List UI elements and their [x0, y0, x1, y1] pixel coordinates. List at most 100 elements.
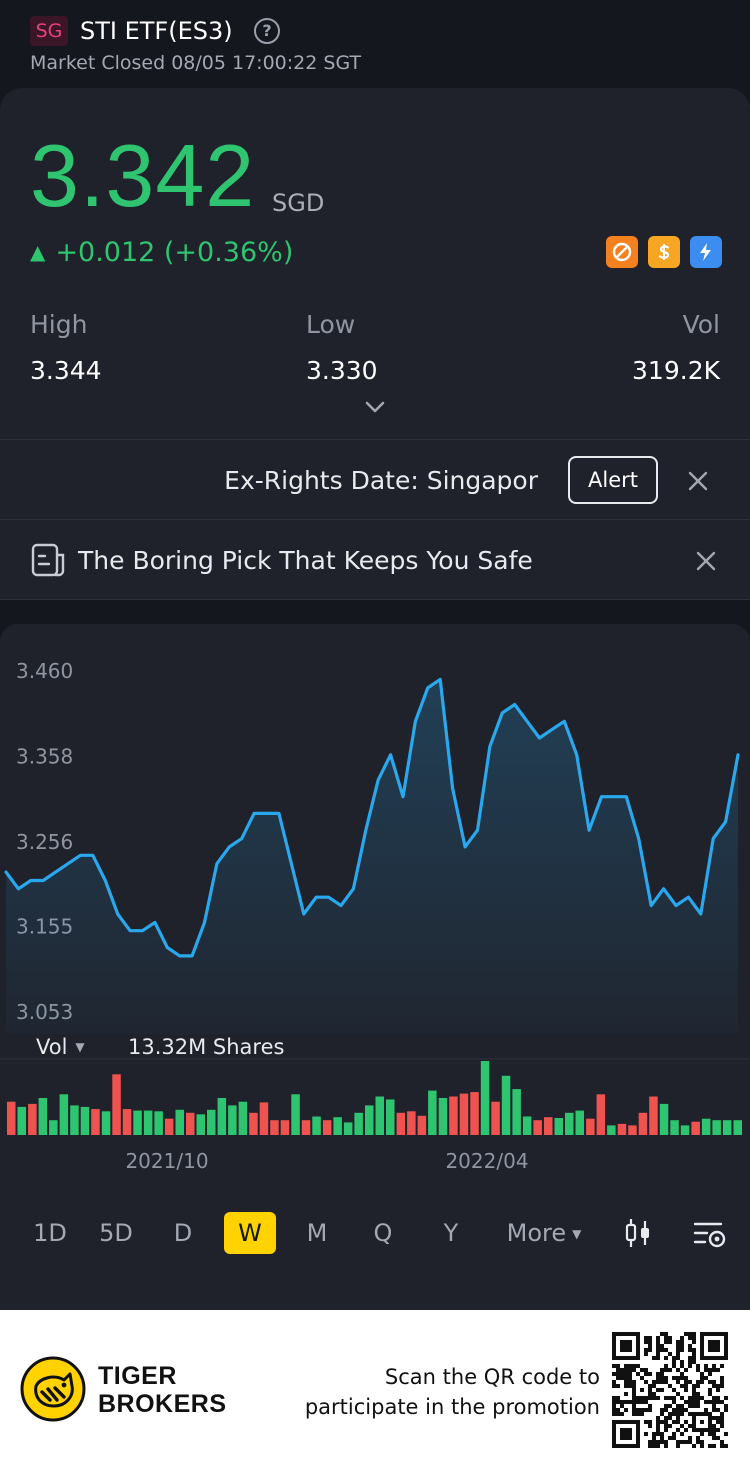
volume-bar [386, 1099, 395, 1135]
help-icon[interactable]: ? [254, 18, 280, 44]
volume-bar [491, 1101, 500, 1135]
divider [0, 599, 750, 600]
volume-bar [712, 1120, 721, 1135]
chart-settings-icon[interactable] [692, 1216, 728, 1250]
volume-bar [396, 1112, 406, 1135]
volume-bar [91, 1109, 100, 1135]
volume-bar [164, 1118, 174, 1135]
period-more[interactable]: More ▼ [496, 1212, 592, 1254]
volume-bar [133, 1110, 142, 1135]
feature-badges [606, 236, 722, 268]
volume-bar [7, 1101, 16, 1135]
volume-bar [143, 1110, 153, 1135]
no-short-icon[interactable] [606, 236, 638, 268]
period-more-label: More [506, 1219, 567, 1247]
volume-bar [701, 1118, 711, 1135]
period-1d[interactable]: 1D [33, 1219, 67, 1247]
volume-bar [175, 1109, 184, 1135]
volume-bar [659, 1103, 669, 1135]
caret-down-icon: ▼ [75, 1040, 85, 1054]
volume-bar [649, 1096, 658, 1135]
volume-bar [333, 1117, 342, 1135]
volume-bar [375, 1096, 384, 1135]
volume-bar [617, 1123, 627, 1135]
volume-bar [691, 1121, 700, 1135]
stat-high-label: High [30, 310, 88, 339]
qr-code-icon[interactable] [612, 1332, 728, 1448]
volume-bar [80, 1106, 90, 1135]
stat-high: High 3.344 [30, 310, 102, 386]
volume-bar [733, 1120, 742, 1135]
volume-bar [312, 1116, 321, 1135]
volume-bar [638, 1112, 648, 1135]
volume-bar [17, 1106, 26, 1135]
y-tick-label: 3.358 [16, 744, 73, 768]
header: SG STI ETF(ES3) ? Market Closed 08/05 17… [0, 0, 750, 88]
volume-selector[interactable]: Vol ▼ [36, 1034, 85, 1060]
volume-bar [365, 1105, 374, 1135]
close-icon[interactable] [694, 549, 718, 573]
volume-bar [291, 1094, 300, 1135]
volume-bar [28, 1103, 37, 1135]
volume-bar [501, 1075, 511, 1135]
volume-bar [270, 1120, 279, 1135]
volume-bar [596, 1094, 606, 1135]
period-w[interactable]: W [224, 1212, 276, 1254]
volume-bar [522, 1116, 532, 1135]
volume-bar [322, 1120, 332, 1135]
candlestick-icon[interactable] [622, 1216, 654, 1250]
price-change: ▲ +0.012 (+0.36%) [30, 234, 293, 271]
volume-bar [238, 1101, 248, 1135]
dollar-icon[interactable] [648, 236, 680, 268]
volume-bar [575, 1110, 584, 1135]
volume-value: 13.32M Shares [128, 1035, 285, 1059]
promo-headline[interactable]: The Boring Pick That Keeps You Safe [78, 546, 533, 575]
volume-bar [280, 1120, 290, 1135]
flash-icon[interactable] [690, 236, 722, 268]
volume-bar [680, 1125, 690, 1135]
quote-card: 3.342 SGD ▲ +0.012 (+0.36%) High 3.344 Lo… [0, 88, 750, 600]
volume-bar [101, 1111, 111, 1135]
period-selector: 1D 5D D W M Q Y More ▼ [0, 1208, 750, 1256]
alert-button[interactable]: Alert [568, 456, 658, 504]
stat-low: Low 3.330 [306, 310, 378, 386]
volume-bar [112, 1074, 121, 1135]
volume-bar [480, 1061, 490, 1135]
divider [0, 519, 750, 520]
volume-bar [59, 1094, 69, 1135]
volume-bar [49, 1120, 58, 1135]
stat-vol: Vol 319.2K [632, 310, 720, 386]
chevron-down-icon[interactable] [364, 400, 386, 414]
scan-line-1: Scan the QR code to [384, 1365, 600, 1389]
volume-bar [354, 1112, 363, 1135]
volume-bar [407, 1111, 416, 1135]
stat-vol-value: 319.2K [632, 356, 720, 385]
stat-low-label: Low [306, 310, 356, 339]
volume-bar [38, 1098, 48, 1135]
period-d[interactable]: D [173, 1219, 193, 1247]
volume-bar [459, 1093, 469, 1135]
volume-bar [154, 1111, 163, 1135]
volume-bar [343, 1122, 353, 1135]
period-q[interactable]: Q [373, 1219, 393, 1247]
volume-bar [217, 1098, 227, 1135]
currency-label: SGD [272, 189, 325, 217]
period-m[interactable]: M [306, 1219, 328, 1247]
volume-bar [512, 1089, 521, 1135]
volume-bar [228, 1105, 237, 1135]
volume-bar [70, 1105, 79, 1135]
volume-bar [259, 1102, 269, 1135]
y-tick-label: 3.256 [16, 830, 73, 854]
divider [0, 439, 750, 440]
scan-instructions: Scan the QR code to participate in the p… [305, 1362, 600, 1422]
ex-rights-notice[interactable]: Ex-Rights Date: Singapor [224, 466, 538, 495]
volume-bar [301, 1120, 311, 1135]
close-icon[interactable] [686, 469, 710, 493]
period-y[interactable]: Y [443, 1219, 459, 1247]
x-tick-label: 2021/10 [125, 1149, 208, 1173]
last-price: 3.342 [30, 126, 256, 225]
volume-selector-label: Vol [36, 1035, 68, 1059]
period-5d[interactable]: 5D [99, 1219, 133, 1247]
